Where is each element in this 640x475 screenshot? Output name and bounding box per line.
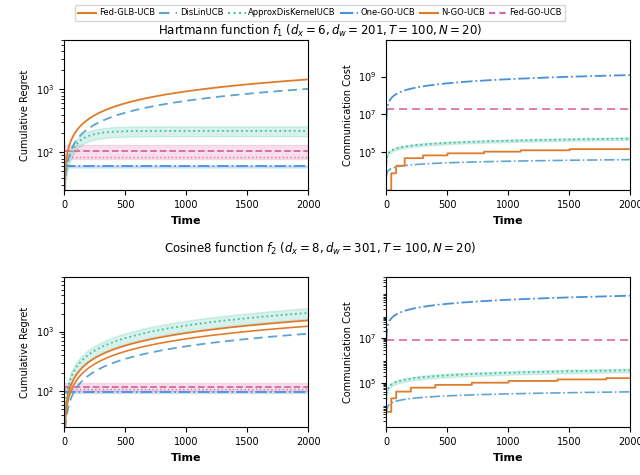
Text: Cosine8 function $f_2$ $(d_x = 8, d_w = 301, T = 100, N = 20)$: Cosine8 function $f_2$ $(d_x = 8, d_w = … xyxy=(164,241,476,257)
X-axis label: Time: Time xyxy=(493,216,524,226)
Text: Hartmann function $f_1$ $(d_x = 6, d_w = 201, T = 100, N = 20)$: Hartmann function $f_1$ $(d_x = 6, d_w =… xyxy=(158,23,482,39)
X-axis label: Time: Time xyxy=(171,453,202,463)
Legend: Fed-GLB-UCB, DisLinUCB, ApproxDisKernelUCB, One-GO-UCB, N-GO-UCB, Fed-GO-UCB: Fed-GLB-UCB, DisLinUCB, ApproxDisKernelU… xyxy=(75,5,565,21)
X-axis label: Time: Time xyxy=(171,216,202,226)
Y-axis label: Communication Cost: Communication Cost xyxy=(343,302,353,403)
Y-axis label: Cumulative Regret: Cumulative Regret xyxy=(20,70,31,161)
Y-axis label: Cumulative Regret: Cumulative Regret xyxy=(20,307,31,398)
X-axis label: Time: Time xyxy=(493,453,524,463)
Y-axis label: Communication Cost: Communication Cost xyxy=(343,65,353,166)
